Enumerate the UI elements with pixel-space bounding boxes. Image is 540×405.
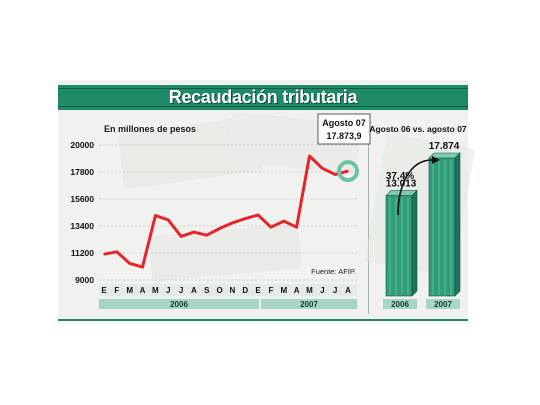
bar-side [454,152,461,297]
x-tick-label: M [306,286,313,295]
y-tick-label: 9000 [75,275,94,285]
bottom-rule [58,319,468,321]
data-point [218,227,221,230]
data-point [257,214,259,216]
year-label-2006: 2006 [170,300,188,309]
data-point [205,234,208,237]
y-tick-label: 13400 [70,221,94,231]
series-line [103,154,349,269]
data-point [295,226,298,229]
data-point [308,155,311,157]
x-tick-label: M [152,286,159,295]
x-axis-band-bg [99,284,357,296]
bar-value-label: 13.013 [386,179,417,190]
data-point [116,250,118,253]
data-point [180,235,182,238]
bar-category-label: 2006 [391,300,409,309]
data-point [244,217,247,220]
data-point [103,253,105,256]
bar-side [411,189,418,297]
growth-arrow-head [432,156,440,164]
source-label: Fuente: AFIP. [311,267,356,276]
bar-value-label: 17.874 [429,141,460,152]
x-tick-label: O [216,286,222,295]
y-axis-ticks: 9000 11200 13400 15600 17800 20000 [70,140,94,285]
growth-arrow [397,159,433,216]
year-band-2007 [261,299,357,309]
growth-label: 37,4% [386,171,414,182]
bar-category-labels: 2006 2007 [383,299,460,309]
bar-value-labels: 13.013 17.874 [386,141,460,190]
x-tick-label: J [179,286,183,295]
data-point [231,222,234,224]
x-tick-label: J [320,286,324,295]
year-label-2007: 2007 [300,300,318,309]
bar-category-band [426,299,460,309]
data-point [154,214,157,217]
banknote-background [117,111,475,282]
callout-value: 17.873,9 [326,131,361,141]
x-tick-label: E [255,286,261,295]
comparison-bars [385,152,461,297]
x-tick-label: M [126,286,133,295]
year-band-2006 [99,299,259,309]
bar-category-label: 2007 [434,300,452,309]
x-tick-label: A [345,286,351,295]
panel-divider [368,118,369,314]
x-tick-label: J [333,286,337,295]
y-tick-label: 15600 [70,194,94,204]
x-tick-label: F [114,286,119,295]
x-axis-band [99,284,357,296]
x-tick-label: A [140,286,146,295]
y-tick-label: 20000 [70,140,94,150]
data-point [141,266,144,268]
bar-category-band [383,299,417,309]
data-point [347,170,349,172]
series-points [103,155,349,268]
x-tick-label: D [242,286,248,295]
data-point [282,220,285,222]
x-tick-label: A [294,286,300,295]
data-point [128,262,131,265]
data-point [270,226,272,229]
y-tick-label: 11200 [71,248,94,258]
title-bar: Recaudación tributaria [58,85,468,110]
y-tick-label: 17800 [70,167,94,177]
data-point [334,173,336,176]
data-point [167,219,170,221]
x-tick-label: J [166,286,170,295]
x-tick-label: S [204,286,210,295]
page-title: Recaudación tributaria [168,87,358,107]
comparison-title: Agosto 06 vs. agosto 07 [369,124,467,134]
x-tick-label: E [101,286,107,295]
end-point-halo [337,160,359,183]
data-point [193,231,195,233]
callout-title: Agosto 07 [322,118,366,128]
unit-label: En millones de pesos [104,124,196,134]
x-tick-label: F [269,286,274,295]
x-tick-label: N [230,286,236,295]
callout: Agosto 07 17.873,9 [317,113,371,145]
x-tick-label: M [280,286,287,295]
x-tick-label: A [191,286,197,295]
data-point [321,167,324,170]
